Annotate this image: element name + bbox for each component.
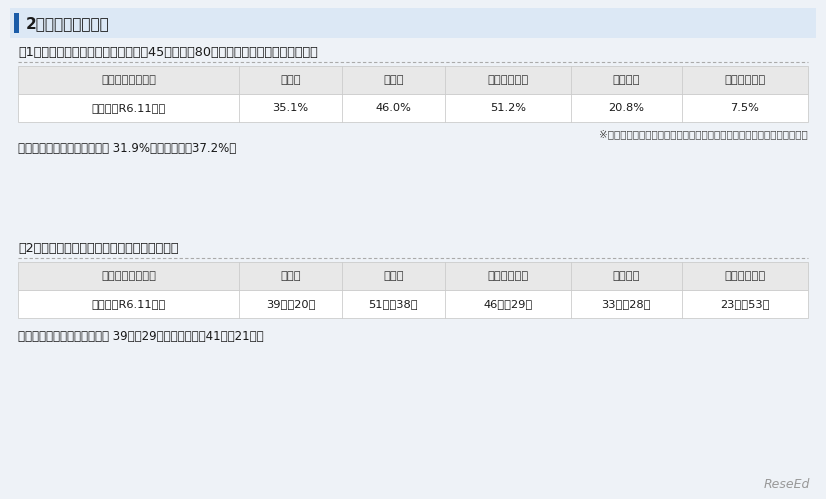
Text: 職種（調査時期）: 職種（調査時期） [101,75,156,85]
Text: 46.0%: 46.0% [375,103,411,113]
FancyBboxPatch shape [18,262,808,290]
Text: 51.2%: 51.2% [490,103,526,113]
Text: （1）月当たりの時間外在校等時間が45時間以上80時間未満の教諭等の校種別割合: （1）月当たりの時間外在校等時間が45時間以上80時間未満の教諭等の校種別割合 [18,45,318,58]
FancyBboxPatch shape [10,8,816,38]
FancyBboxPatch shape [18,290,808,318]
FancyBboxPatch shape [18,94,808,122]
Text: 教諭等（R6.11月）: 教諭等（R6.11月） [92,103,166,113]
Text: ReseEd: ReseEd [763,479,810,492]
Text: 教諭等における全校種の平均 31.9%（前年同月：37.2%）: 教諭等における全校種の平均 31.9%（前年同月：37.2%） [18,142,236,155]
FancyBboxPatch shape [18,66,808,94]
Text: 51時間38分: 51時間38分 [368,299,418,309]
Text: 39時間20分: 39時間20分 [266,299,316,309]
Text: 小学校: 小学校 [280,271,301,281]
Text: 職種（調査時期）: 職種（調査時期） [101,271,156,281]
Text: （2）月当たりの時間外在校等時間（校種別）: （2）月当たりの時間外在校等時間（校種別） [18,242,178,254]
Text: 2　調査結果の概要: 2 調査結果の概要 [26,16,110,31]
Text: 7.5%: 7.5% [730,103,759,113]
Text: 23時間53分: 23時間53分 [720,299,770,309]
Text: 中学校: 中学校 [383,271,404,281]
Text: 義務教育学校: 義務教育学校 [487,75,529,85]
Text: 46時間29分: 46時間29分 [483,299,533,309]
FancyBboxPatch shape [14,13,19,33]
Text: 20.8%: 20.8% [608,103,644,113]
Text: 中学校: 中学校 [383,75,404,85]
Text: 高等学校: 高等学校 [613,75,640,85]
Text: 高等学校: 高等学校 [613,271,640,281]
Text: 33時間28分: 33時間28分 [601,299,651,309]
Text: 教諭等における全校種の平均 39時間29分（前年同月：41時間21分）: 教諭等における全校種の平均 39時間29分（前年同月：41時間21分） [18,329,263,342]
Text: 小学校: 小学校 [280,75,301,85]
Text: ※「教諭等」：主幹教諭、教諭、養護教諭、栄養教諭、実習助手及び講師: ※「教諭等」：主幹教諭、教諭、養護教諭、栄養教諭、実習助手及び講師 [599,129,808,139]
Text: 義務教育学校: 義務教育学校 [487,271,529,281]
Text: 教諭等（R6.11月）: 教諭等（R6.11月） [92,299,166,309]
Text: 特別支援学校: 特別支援学校 [724,271,766,281]
Text: 特別支援学校: 特別支援学校 [724,75,766,85]
Text: 35.1%: 35.1% [273,103,309,113]
